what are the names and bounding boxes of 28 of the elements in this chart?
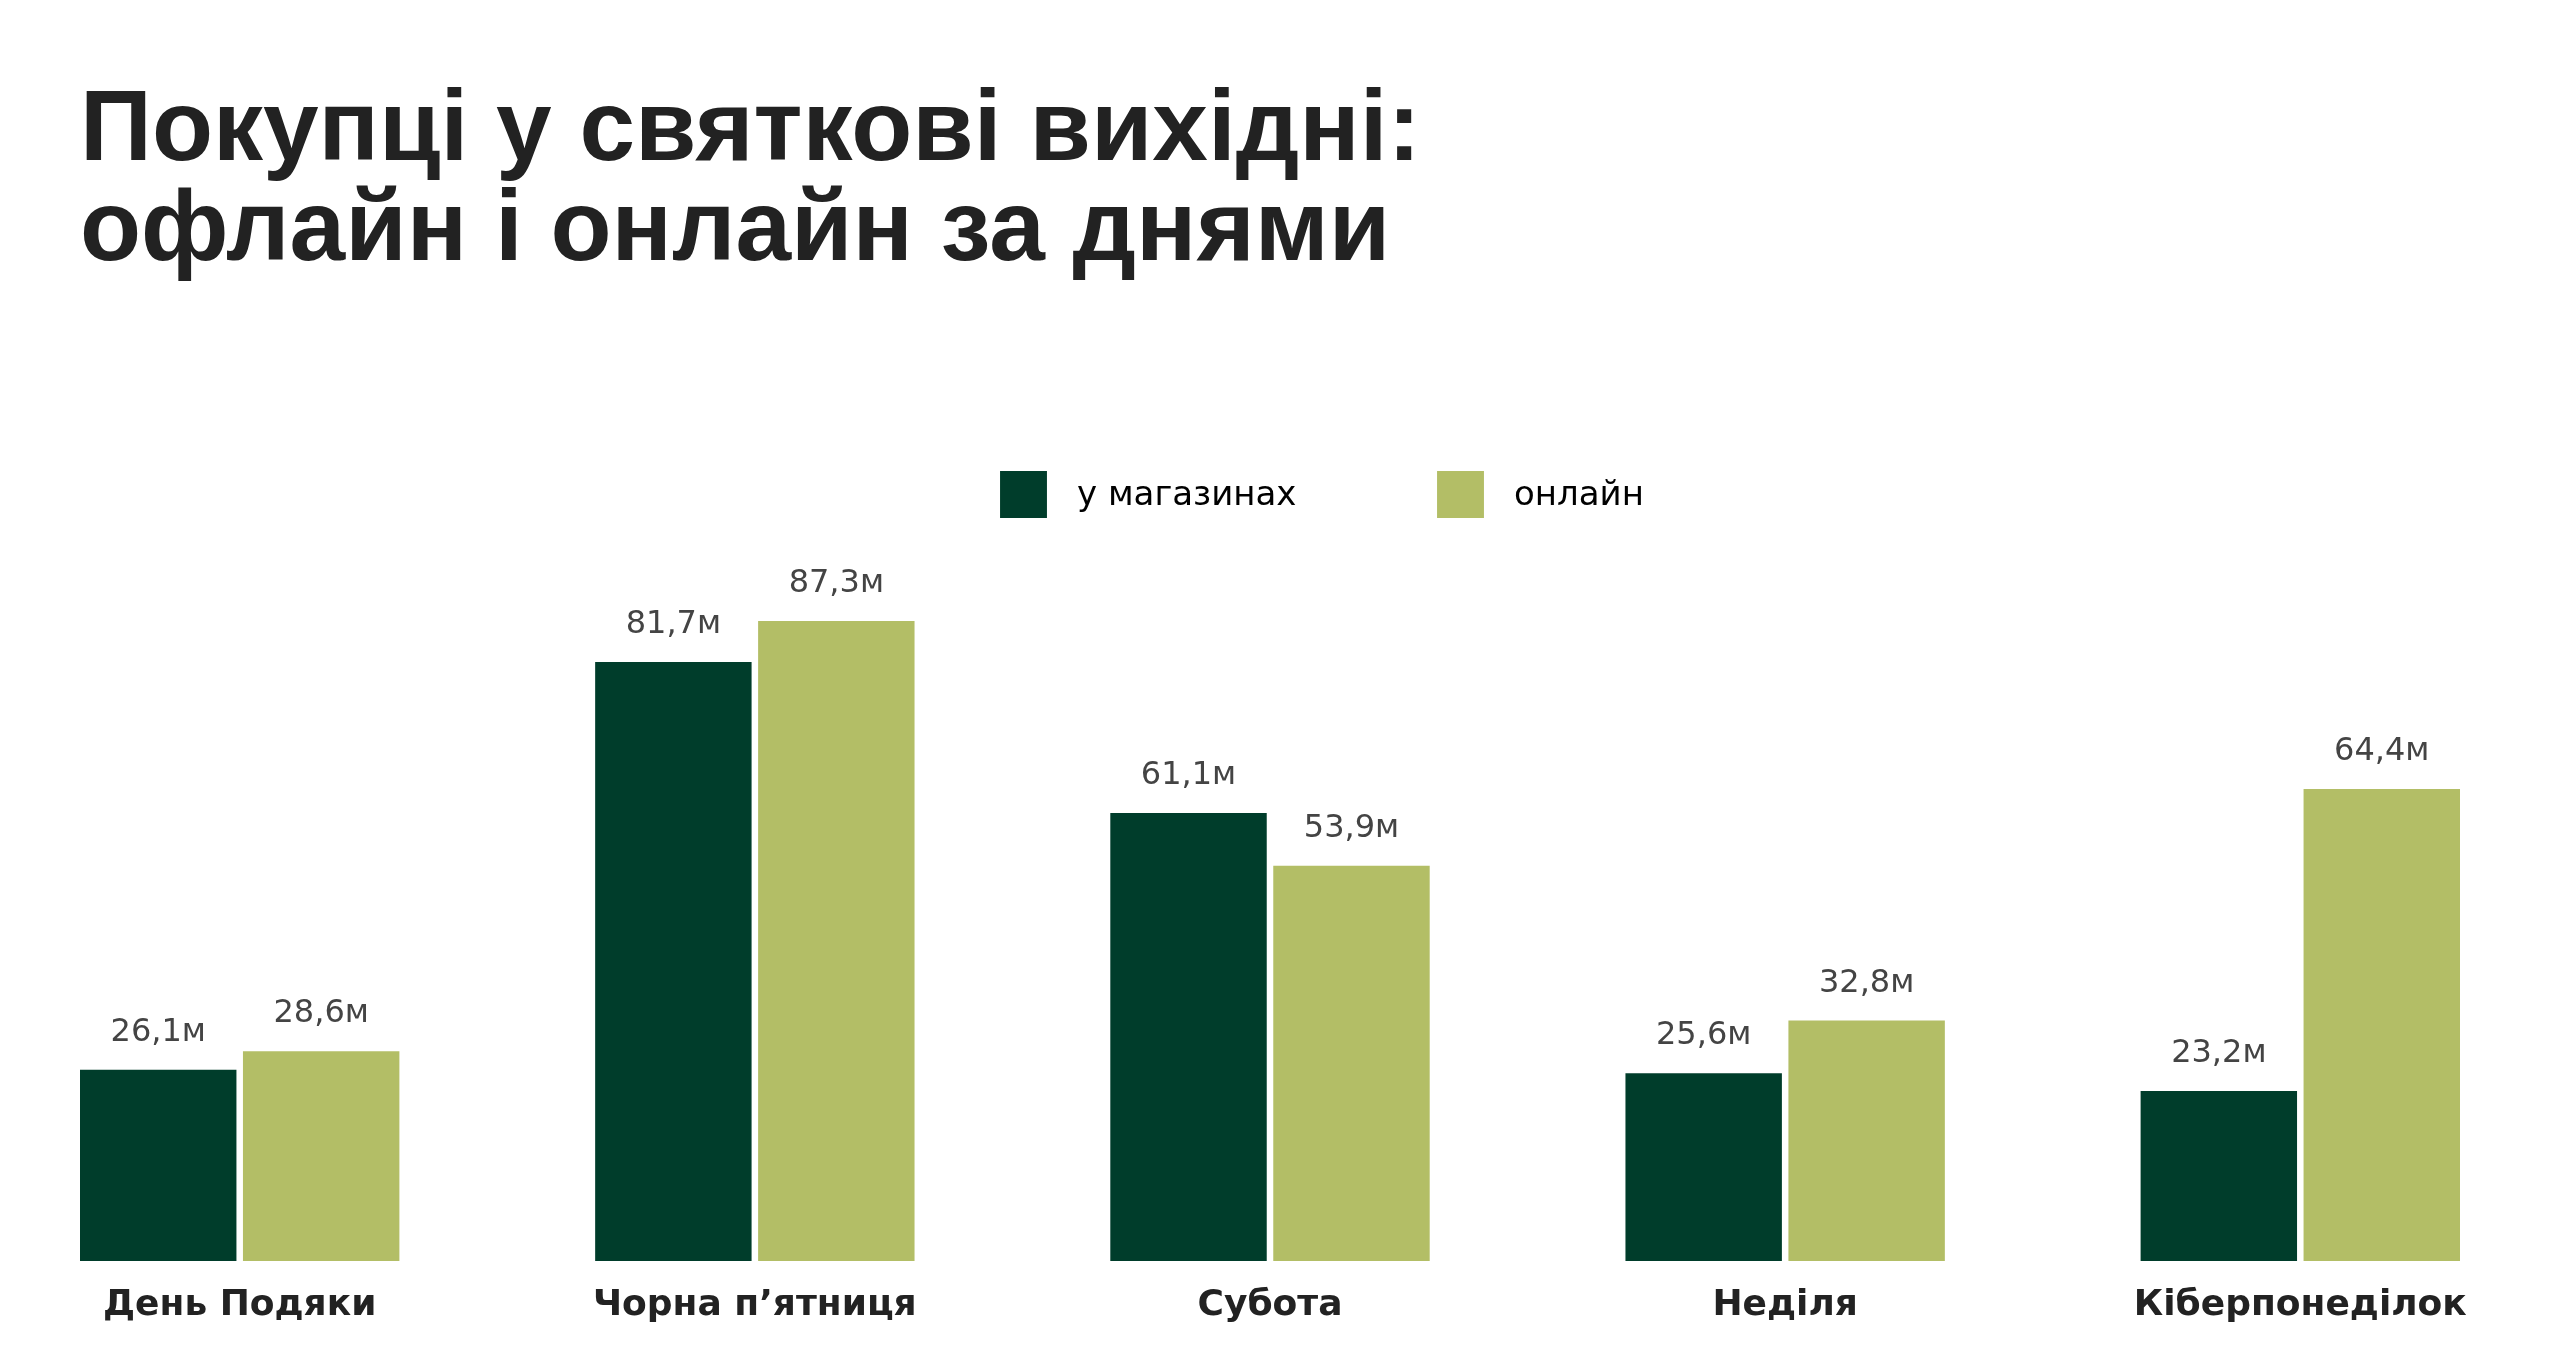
data-label: 53,9м	[1303, 806, 1400, 845]
bar	[2140, 1090, 2298, 1261]
bar	[758, 621, 915, 1261]
legend-label: онлайн	[1514, 472, 1644, 513]
bar	[242, 1051, 400, 1261]
data-label: 26,1м	[110, 1010, 206, 1049]
data-label: 32,8м	[1818, 961, 1915, 1000]
legend-label: у магазинах	[1077, 472, 1297, 513]
x-tick-label: Кіберпонеділок	[2133, 1281, 2467, 1323]
data-label: 25,6м	[1655, 1014, 1752, 1053]
data-label: 23,2м	[2171, 1031, 2267, 1070]
data-label: 87,3м	[788, 562, 885, 600]
bar	[1273, 865, 1430, 1261]
data-label: 64,4м	[2334, 729, 2430, 768]
data-label: 61,1м	[1140, 754, 1237, 793]
x-tick-label: Субота	[1197, 1281, 1343, 1323]
data-label: 28,6м	[273, 992, 369, 1031]
bar	[1110, 813, 1267, 1261]
bar	[2303, 788, 2460, 1261]
data-label: 81,7м	[625, 603, 722, 642]
bar	[595, 662, 752, 1261]
x-tick-label: День Подяки	[103, 1281, 377, 1323]
x-tick-label: Чорна п’ятниця	[592, 1281, 917, 1323]
bar	[1625, 1073, 1782, 1261]
x-tick-label: Неділя	[1712, 1281, 1858, 1323]
chart-title: Покупці у святкові вихідні: офлайн і онлайн за днями	[80, 69, 1421, 281]
bar	[1788, 1020, 1945, 1261]
bar	[80, 1069, 237, 1261]
